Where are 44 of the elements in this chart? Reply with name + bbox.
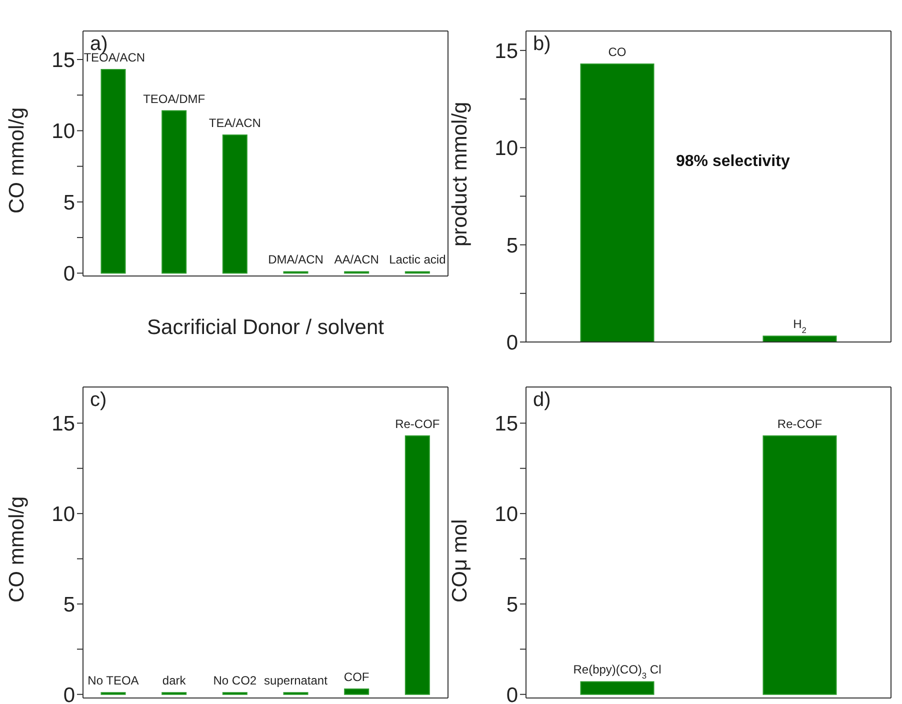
y-tick-label: 10: [494, 503, 518, 526]
chart-title: b): [533, 33, 551, 56]
x-tick-label: H$_{2}$: [793, 317, 807, 336]
category-label: TEA/ACN: [208, 116, 261, 130]
y-axis-title: CO mmol/g: [5, 496, 28, 602]
y-tick-label: 5: [506, 234, 518, 258]
y-tick-label: 5: [63, 191, 75, 214]
y-tick-label: 5: [63, 593, 75, 616]
category-label: DMA/ACN: [268, 252, 324, 267]
bar: [222, 134, 248, 274]
y-tick-label: 10: [52, 120, 75, 144]
category-label: No CO2: [213, 674, 257, 688]
y-tick-label: 0: [63, 684, 75, 704]
category-label: TEOA/DMF: [143, 92, 206, 106]
y-tick-label: 15: [494, 412, 518, 436]
y-tick-label: 10: [494, 137, 518, 160]
category-label: COF: [344, 670, 370, 684]
y-axis-title: product mmol/g: [448, 102, 472, 246]
y-tick-label: 15: [52, 48, 75, 72]
category-label: No TEOA: [88, 674, 139, 688]
category-label: dark: [162, 674, 186, 688]
y-tick-label: 15: [52, 412, 75, 436]
bar: [100, 68, 126, 274]
y-axis-title: CO mmol/g: [5, 107, 28, 214]
x-tick-label: Re(bpy)(CO)$_{3}$Cl: [573, 662, 662, 681]
x-tick-label: CO: [608, 45, 626, 60]
x-axis-title: Sacrificial Donor / solvent: [147, 316, 384, 339]
y-tick-label: 0: [63, 262, 75, 286]
chart-title: d): [533, 389, 551, 412]
bar: [162, 110, 187, 274]
chart-title: c): [90, 389, 107, 412]
annotation: 98% selectivity: [676, 153, 790, 171]
category-label: Lactic acid: [389, 252, 446, 267]
y-tick-label: 5: [506, 593, 518, 616]
y-axis-title: COμ mol: [448, 519, 472, 602]
y-tick-label: 10: [52, 503, 75, 526]
category-label: supernatant: [264, 674, 328, 688]
y-tick-label: 15: [494, 40, 518, 63]
bar: [344, 688, 370, 695]
y-tick-label: 0: [506, 684, 518, 704]
y-tick-label: 0: [506, 331, 518, 354]
category-label: Re-COF: [395, 416, 440, 431]
category-label: AA/ACN: [334, 252, 379, 267]
bar: [404, 435, 430, 695]
